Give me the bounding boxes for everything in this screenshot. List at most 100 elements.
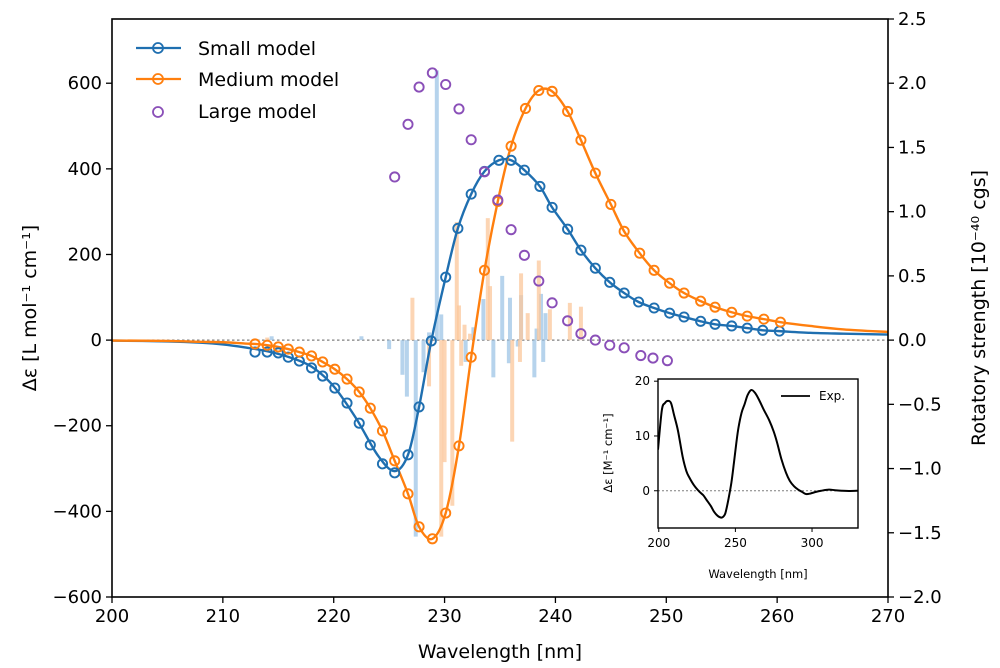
- legend-label-medium: Medium model: [198, 69, 339, 91]
- medium-model-marker: [440, 507, 452, 519]
- small-model-marker: [364, 439, 376, 451]
- small-model-marker: [757, 324, 769, 336]
- medium-model-marker: [562, 105, 574, 118]
- inset-exp-line: [658, 388, 858, 519]
- large-model-marker: [589, 334, 601, 346]
- y-right-tick-label: 2.0: [898, 73, 927, 94]
- large-model-marker: [453, 103, 465, 115]
- small-model-marker: [249, 346, 261, 358]
- medium-model-marker: [709, 301, 721, 313]
- medium-model-marker: [353, 386, 365, 398]
- legend-entry-medium-model: Medium model: [136, 69, 339, 91]
- main-axes-frame: [111, 18, 889, 598]
- medium-model-marker: [305, 350, 318, 362]
- inset-axes-frame: [657, 378, 859, 529]
- small-model-marker: [589, 262, 601, 274]
- medium-model-marker: [519, 102, 532, 115]
- small-model-marker: [452, 222, 464, 234]
- y-right-tick-label: −0.5: [898, 394, 942, 415]
- small-model-marker: [709, 318, 721, 330]
- inset-y-tick-label: 20: [635, 374, 650, 388]
- small-model-marker: [272, 347, 284, 359]
- large-model-marker: [492, 194, 504, 206]
- small-model-marker: [518, 164, 530, 176]
- medium-model-marker: [575, 134, 587, 146]
- small-model-marker: [376, 458, 389, 470]
- inset-y-tick-label: 10: [635, 429, 650, 443]
- small-model-marker: [465, 188, 477, 200]
- legend-marker-small: [152, 42, 164, 54]
- large-model-marker: [618, 342, 630, 354]
- inset-x-axis-title: Wavelength [nm]: [708, 567, 807, 581]
- inset-x-tick-label: 300: [801, 536, 824, 550]
- inset-y-axis-title: Δε [M⁻¹ cm⁻¹]: [601, 413, 615, 492]
- medium-model-marker: [546, 85, 558, 97]
- legend: Small model Medium model Large model: [136, 38, 339, 123]
- medium-model-marker: [589, 167, 601, 179]
- y-left-tick-label: 600: [68, 73, 102, 94]
- large-model-marker: [402, 118, 414, 130]
- y-left-tick-label: −600: [53, 587, 102, 608]
- small-model-marker: [261, 346, 273, 358]
- x-tick-label: 270: [871, 606, 905, 627]
- medium-model-marker: [618, 225, 630, 237]
- small-model-marker: [604, 276, 616, 288]
- inset-x-tick-label: 250: [724, 536, 747, 550]
- small-model-marker: [505, 154, 517, 166]
- small-model-marker: [562, 223, 574, 235]
- x-tick-label: 250: [649, 606, 683, 627]
- small-model-marker: [575, 244, 587, 256]
- medium-model-marker: [605, 198, 617, 210]
- y-right-tick-label: 2.5: [898, 9, 927, 30]
- small-model-marker: [402, 449, 414, 461]
- small-model-marker: [664, 307, 676, 319]
- x-tick-label: 260: [760, 606, 794, 627]
- small-model-marker: [546, 201, 558, 213]
- medium-model-marker: [329, 363, 341, 375]
- medium-model-marker: [774, 316, 787, 328]
- small-model-marker: [440, 271, 452, 283]
- large-model-marker: [465, 134, 477, 146]
- main-plot-area: 200 210 220 230 240 250 260 270 −600−400−200020…: [53, 9, 942, 627]
- large-model-marker: [562, 315, 574, 327]
- medium-model-marker: [389, 455, 401, 467]
- legend-marker-medium: [152, 73, 164, 85]
- small-model-marker: [341, 397, 353, 409]
- medium-model-marker: [648, 264, 660, 276]
- medium-model-marker: [453, 440, 465, 452]
- medium-model-marker: [261, 339, 273, 351]
- medium-model-marker: [282, 343, 294, 355]
- y-right-tick-label: −2.0: [898, 587, 942, 608]
- x-tick-label: 220: [317, 606, 351, 627]
- legend-label-small: Small model: [198, 38, 316, 60]
- x-tick-label: 200: [95, 606, 129, 627]
- y-axis-right-title: Rotatory strength [10⁻⁴⁰ cgs]: [968, 170, 990, 446]
- medium-model-marker: [272, 341, 284, 353]
- legend-entry-small-model: Small model: [136, 38, 316, 60]
- large-model-marker: [533, 275, 545, 287]
- x-tick-label: 240: [538, 606, 572, 627]
- medium-model-marker: [402, 488, 414, 500]
- y-left-tick-label: 200: [68, 244, 102, 265]
- small-model-marker: [678, 311, 690, 323]
- large-model-marker: [426, 67, 438, 79]
- medium-model-marker: [741, 310, 753, 322]
- small-model-marker: [726, 320, 738, 332]
- inset-plot: 200 250 300 0 10 20 Exp. Wavelength [nm] Δε …: [601, 374, 859, 581]
- small-model-marker: [648, 302, 660, 314]
- small-model-marker: [534, 180, 546, 192]
- legend-marker-large: [152, 106, 164, 118]
- medium-model-marker: [664, 277, 676, 289]
- x-tick-label: 230: [427, 606, 461, 627]
- y-left-tick-label: 400: [68, 159, 102, 180]
- legend-label-large: Large model: [198, 101, 317, 123]
- y-left-tick-label: 0: [91, 330, 102, 351]
- small-model-marker: [618, 287, 630, 299]
- small-model-marker: [413, 401, 425, 413]
- large-model-marker: [505, 224, 517, 236]
- small-model-marker: [282, 351, 294, 363]
- y-right-tick-label: 1.5: [898, 137, 927, 158]
- medium-model-marker: [695, 295, 707, 307]
- large-model-marker: [604, 339, 616, 351]
- medium-model-marker: [465, 351, 477, 363]
